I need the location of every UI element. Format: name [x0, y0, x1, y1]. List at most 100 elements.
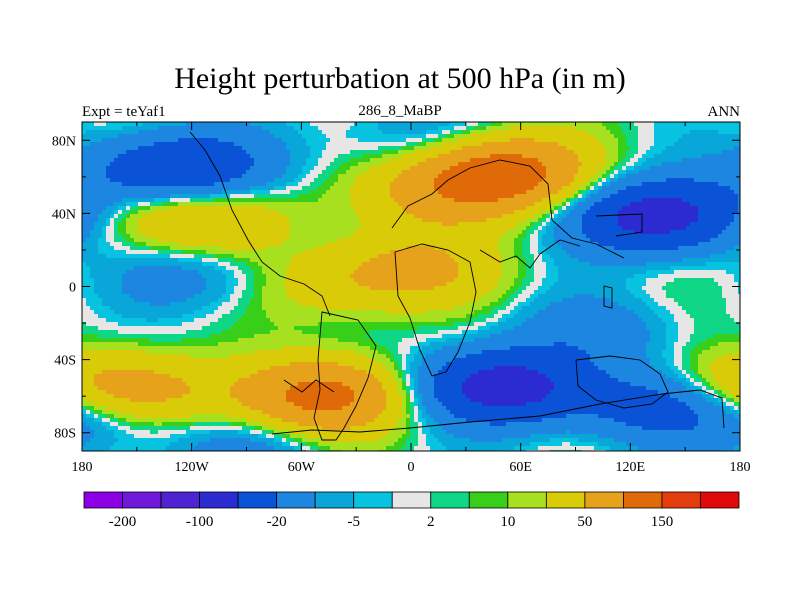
field-cell — [270, 426, 275, 431]
field-cell — [254, 446, 259, 451]
field-cell — [278, 238, 283, 243]
field-cell — [230, 138, 235, 143]
field-cell — [242, 294, 247, 299]
field-cell — [138, 394, 143, 399]
field-cell — [234, 394, 239, 399]
field-cell — [214, 242, 219, 247]
field-cell — [90, 178, 95, 183]
field-cell — [226, 310, 231, 315]
field-cell — [82, 130, 87, 135]
field-cell — [234, 274, 239, 279]
field-cell — [174, 354, 179, 359]
field-cell — [254, 374, 259, 379]
field-cell — [158, 374, 163, 379]
field-cell — [278, 226, 283, 231]
field-cell — [198, 214, 203, 219]
field-cell — [238, 134, 243, 139]
field-cell — [278, 270, 283, 275]
field-cell — [198, 434, 203, 439]
field-cell — [130, 386, 135, 391]
field-cell — [146, 174, 151, 179]
field-cell — [302, 142, 307, 147]
field-cell — [298, 258, 303, 263]
field-cell — [286, 198, 291, 203]
field-cell — [258, 170, 263, 175]
field-cell — [318, 134, 323, 139]
field-cell — [278, 198, 283, 203]
field-cell — [170, 174, 175, 179]
field-cell — [282, 394, 287, 399]
field-cell — [82, 154, 87, 159]
field-cell — [230, 338, 235, 343]
field-cell — [90, 214, 95, 219]
field-cell — [94, 218, 99, 223]
field-cell — [118, 434, 123, 439]
field-cell — [150, 138, 155, 143]
field-cell — [190, 426, 195, 431]
field-cell — [262, 326, 267, 331]
field-cell — [134, 154, 139, 159]
field-cell — [262, 198, 267, 203]
field-cell — [282, 430, 287, 435]
field-cell — [282, 414, 287, 419]
field-cell — [294, 398, 299, 403]
field-cell — [186, 150, 191, 155]
field-cell — [134, 222, 139, 227]
field-cell — [134, 250, 139, 255]
field-cell — [206, 330, 211, 335]
field-cell — [150, 318, 155, 323]
field-cell — [314, 326, 319, 331]
field-cell — [286, 378, 291, 383]
field-cell — [138, 298, 143, 303]
field-cell — [282, 402, 287, 407]
field-cell — [218, 334, 223, 339]
field-cell — [210, 374, 215, 379]
field-cell — [182, 274, 187, 279]
field-cell — [318, 314, 323, 319]
field-cell — [222, 234, 227, 239]
field-cell — [218, 446, 223, 451]
field-cell — [202, 266, 207, 271]
field-cell — [266, 286, 271, 291]
field-cell — [266, 182, 271, 187]
field-cell — [198, 442, 203, 447]
field-cell — [114, 382, 119, 387]
field-cell — [178, 274, 183, 279]
field-cell — [270, 182, 275, 187]
field-cell — [142, 386, 147, 391]
field-cell — [174, 142, 179, 147]
field-cell — [114, 162, 119, 167]
field-cell — [250, 354, 255, 359]
field-cell — [82, 290, 87, 295]
field-cell — [218, 382, 223, 387]
field-cell — [114, 318, 119, 323]
field-cell — [174, 334, 179, 339]
field-cell — [202, 306, 207, 311]
field-cell — [98, 142, 103, 147]
field-cell — [174, 318, 179, 323]
field-cell — [102, 354, 107, 359]
field-cell — [210, 126, 215, 131]
field-cell — [114, 154, 119, 159]
field-cell — [238, 158, 243, 163]
field-cell — [306, 442, 311, 447]
field-cell — [314, 442, 319, 447]
field-cell — [186, 410, 191, 415]
field-cell — [106, 246, 111, 251]
field-cell — [202, 126, 207, 131]
field-cell — [314, 182, 319, 187]
field-cell — [194, 310, 199, 315]
field-cell — [306, 162, 311, 167]
field-cell — [166, 426, 171, 431]
field-cell — [178, 374, 183, 379]
field-cell — [186, 130, 191, 135]
field-cell — [234, 246, 239, 251]
field-cell — [122, 146, 127, 151]
field-cell — [314, 446, 319, 451]
field-cell — [174, 370, 179, 375]
field-cell — [114, 130, 119, 135]
field-cell — [282, 278, 287, 283]
field-cell — [286, 182, 291, 187]
field-cell — [198, 210, 203, 215]
field-cell — [202, 178, 207, 183]
